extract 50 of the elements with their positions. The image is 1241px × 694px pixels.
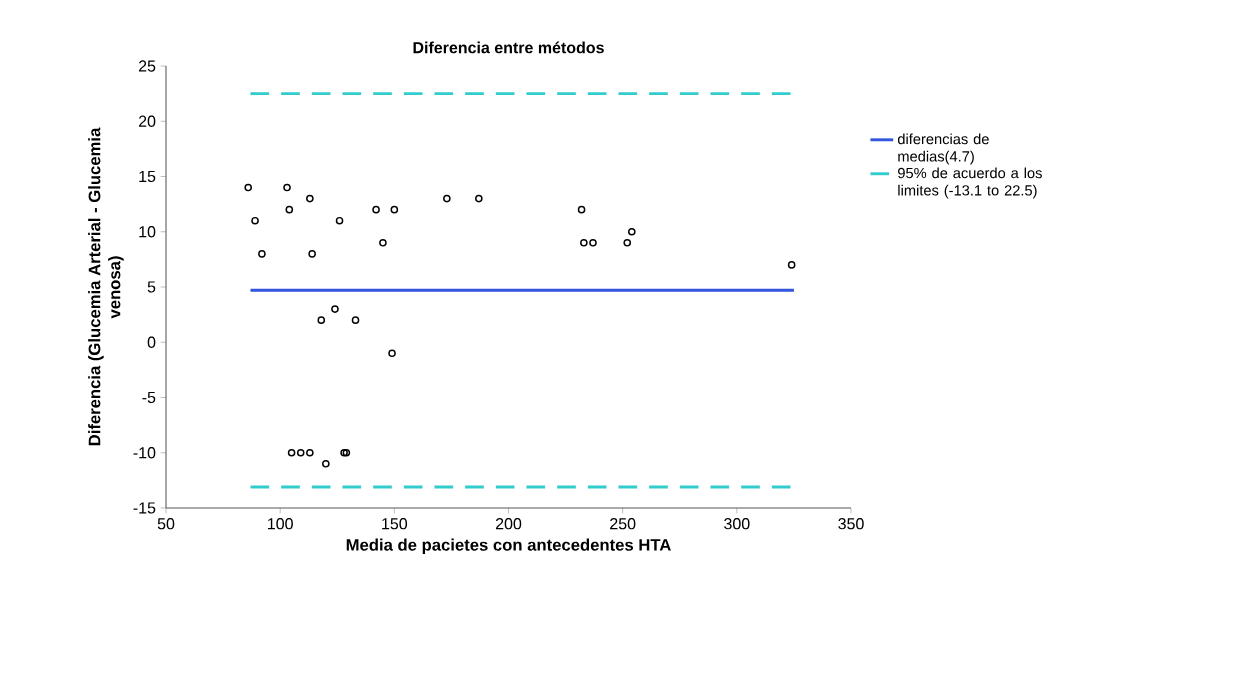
point [372, 205, 380, 214]
point [628, 227, 636, 236]
point [331, 305, 339, 313]
point [351, 316, 360, 324]
point [623, 239, 632, 247]
point [379, 239, 387, 247]
point [251, 216, 259, 225]
point [258, 250, 266, 258]
point [296, 448, 305, 457]
point [322, 459, 330, 468]
legend-label: 95% de acuerdo a los limites (-13.1 to 22.5) [898, 167, 1042, 199]
x-tick-label: 150 [382, 518, 408, 530]
x-tick-label: 100 [268, 518, 293, 530]
point [580, 239, 588, 247]
y-axis-title: Diferencia (Glucemia Arterial - Glucemia venosa) [88, 127, 124, 446]
point [342, 448, 351, 457]
y-tick-label: 10 [139, 226, 156, 238]
point [283, 183, 291, 192]
x-tick-label: 50 [157, 518, 175, 530]
point [388, 349, 396, 358]
x-tick-label: 300 [724, 518, 750, 530]
point [308, 250, 316, 258]
y-tick-label: 0 [147, 336, 156, 348]
point [287, 448, 296, 457]
y-tick-label: 5 [147, 281, 156, 293]
x-tick-label: 200 [495, 518, 522, 530]
x-axis-title: Media de pacietes con antecedentes HTA [346, 538, 671, 555]
point [285, 205, 294, 214]
y-tick-label: -5 [142, 391, 156, 404]
x-tick-label: 350 [838, 518, 864, 530]
chart-title: Diferencia entre métodos [413, 41, 604, 54]
point [335, 216, 344, 225]
point [306, 194, 314, 203]
y-tick-label: 20 [138, 115, 156, 127]
point [244, 183, 253, 192]
point [475, 194, 483, 203]
point [317, 316, 326, 324]
y-tick-label: 15 [139, 170, 156, 183]
point [577, 205, 586, 214]
y-tick-label: -10 [133, 447, 156, 459]
point [787, 261, 796, 269]
point [340, 448, 348, 457]
point [589, 239, 597, 247]
legend-label: diferencias de medias(4.7) [897, 133, 989, 165]
y-tick-label: 25 [138, 60, 156, 72]
point [443, 194, 451, 203]
point [306, 448, 314, 457]
point [390, 205, 399, 214]
x-tick-label: 250 [610, 518, 636, 530]
y-tick-label: -15 [133, 502, 156, 514]
